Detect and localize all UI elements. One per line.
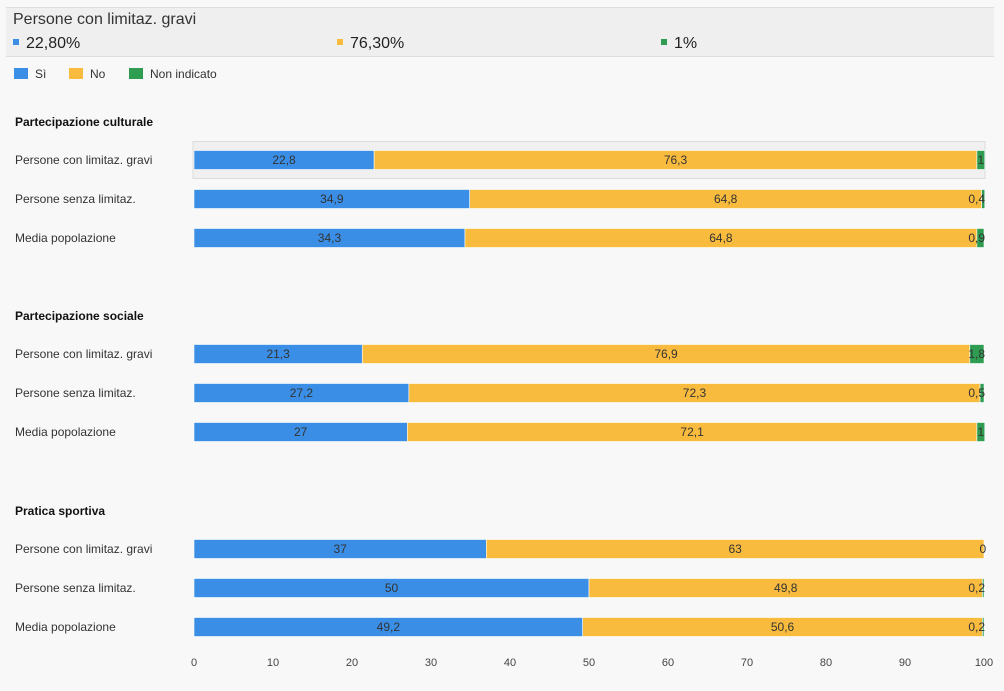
x-tick-label: 60 <box>662 657 674 669</box>
x-tick-label: 100 <box>975 657 993 669</box>
bar-segment-non-indicato <box>976 422 986 442</box>
tooltip-swatch-si <box>13 39 19 45</box>
legend-swatch-non-indicato <box>129 68 143 79</box>
data-label: 72,3 <box>683 386 707 400</box>
data-label: 64,8 <box>709 231 733 245</box>
tooltip-title: Persone con limitaz. gravi <box>13 11 197 28</box>
x-tick-label: 50 <box>583 657 595 669</box>
tooltip-value-no: 76,30% <box>350 35 405 52</box>
x-tick-label: 40 <box>504 657 516 669</box>
data-label: 50 <box>385 581 399 595</box>
tooltip-value-si: 22,80% <box>26 35 81 52</box>
data-label: 49,8 <box>774 581 798 595</box>
hover-tooltip: Persone con limitaz. gravi 22,80% 76,30%… <box>6 7 994 57</box>
data-label: 34,3 <box>318 231 342 245</box>
row-label: Persone con limitaz. gravi <box>15 153 152 167</box>
row-label: Media popolazione <box>15 231 116 245</box>
data-label: 50,6 <box>771 620 795 634</box>
legend-item-si[interactable]: Sì <box>14 67 46 81</box>
group-title: Partecipazione sociale <box>15 309 144 323</box>
bar-segment-non-indicato <box>982 578 985 598</box>
data-label: 22,8 <box>272 153 296 167</box>
row-label: Persone senza limitaz. <box>15 386 136 400</box>
data-label: 27,2 <box>290 386 314 400</box>
tooltip-item-na: 1% <box>661 35 697 53</box>
legend-label-si: Sì <box>35 67 47 81</box>
tooltip-swatch-na <box>661 39 667 45</box>
legend-swatch-no <box>69 68 83 79</box>
data-label: 76,9 <box>654 347 678 361</box>
data-label: 63 <box>728 542 742 556</box>
data-label: 37 <box>333 542 347 556</box>
row-label: Persone senza limitaz. <box>15 581 136 595</box>
data-label: 1 <box>977 425 984 439</box>
bar-segment-non-indicato <box>979 383 985 403</box>
x-tick-label: 20 <box>346 657 358 669</box>
data-label: 27 <box>294 425 308 439</box>
group-title: Pratica sportiva <box>15 504 105 518</box>
group-title: Partecipazione culturale <box>15 115 153 129</box>
data-label: 64,8 <box>714 192 738 206</box>
legend-swatch-si <box>14 68 28 79</box>
data-label: 49,2 <box>377 620 401 634</box>
data-label: 0,9 <box>968 231 985 245</box>
bar-segment-non-indicato <box>976 150 986 170</box>
tooltip-item-si: 22,80% <box>13 35 80 53</box>
row-label: Media popolazione <box>15 620 116 634</box>
row-label: Persone senza limitaz. <box>15 192 136 206</box>
row-label: Media popolazione <box>15 425 116 439</box>
data-label: 34,9 <box>320 192 344 206</box>
legend-label-non-indicato: Non indicato <box>150 67 217 81</box>
tooltip-swatch-no <box>337 39 343 45</box>
bar-segment-non-indicato <box>969 344 985 364</box>
x-tick-label: 70 <box>741 657 753 669</box>
x-tick-label: 80 <box>820 657 832 669</box>
row-label: Persone con limitaz. gravi <box>15 542 152 556</box>
tooltip-value-na: 1% <box>674 35 698 52</box>
bar-segment-non-indicato <box>981 189 986 209</box>
bar-segment-no <box>485 539 985 559</box>
legend-item-no[interactable]: No <box>69 67 105 81</box>
data-label: 0,2 <box>968 620 985 634</box>
x-tick-label: 0 <box>191 657 197 669</box>
x-tick-label: 30 <box>425 657 437 669</box>
data-label: 76,3 <box>664 153 688 167</box>
bar-segment-non-indicato <box>976 228 985 248</box>
data-label: 0,4 <box>968 192 985 206</box>
legend-label-no: No <box>90 67 106 81</box>
legend-item-non-indicato[interactable]: Non indicato <box>129 67 217 81</box>
x-tick-label: 10 <box>267 657 279 669</box>
data-label: 21,3 <box>266 347 290 361</box>
data-label: 1,8 <box>968 347 985 361</box>
row-label: Persone con limitaz. gravi <box>15 347 152 361</box>
tooltip-item-no: 76,30% <box>337 35 404 53</box>
data-label: 1 <box>977 153 984 167</box>
data-label: 0 <box>980 542 987 556</box>
data-label: 0,5 <box>968 386 985 400</box>
data-label: 72,1 <box>680 425 704 439</box>
bar-segment-non-indicato <box>982 617 985 637</box>
x-tick-label: 90 <box>899 657 911 669</box>
data-label: 0,2 <box>968 581 985 595</box>
